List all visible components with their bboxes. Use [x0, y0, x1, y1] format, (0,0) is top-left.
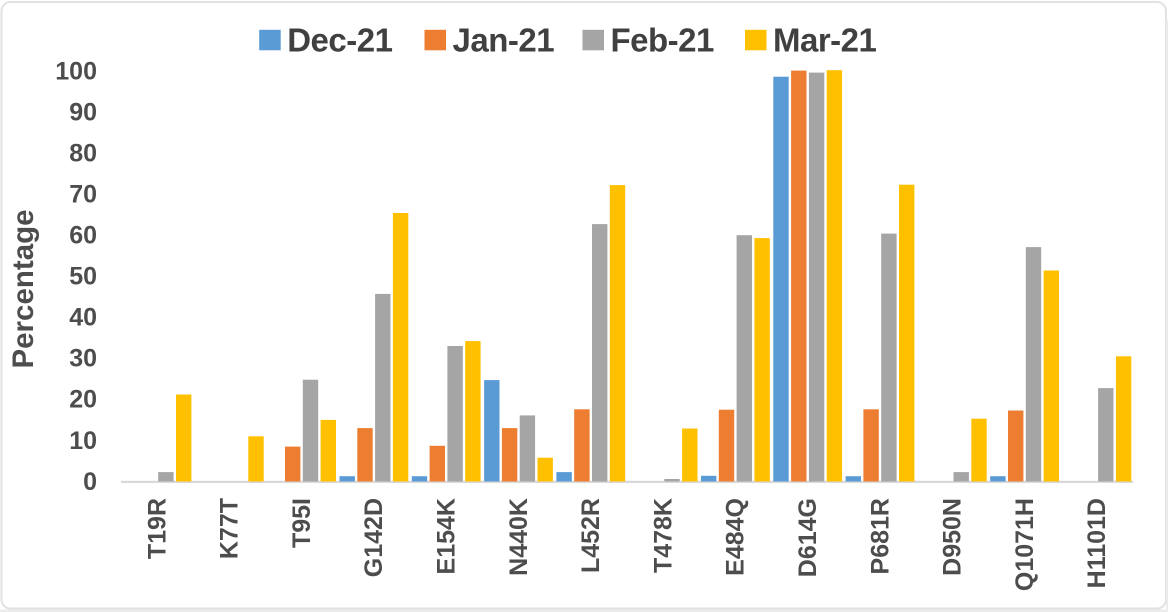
svg-text:G142D: G142D	[360, 498, 388, 577]
svg-text:20: 20	[69, 386, 97, 414]
svg-text:L452R: L452R	[577, 498, 605, 573]
svg-text:40: 40	[69, 304, 97, 332]
svg-text:P681R: P681R	[866, 498, 894, 574]
svg-text:Mar-21: Mar-21	[773, 22, 877, 59]
svg-text:10: 10	[69, 427, 97, 455]
svg-text:Q1071H: Q1071H	[1011, 498, 1039, 591]
svg-text:50: 50	[69, 263, 97, 291]
svg-text:Jan-21: Jan-21	[453, 22, 555, 59]
svg-text:30: 30	[69, 345, 97, 373]
svg-text:Feb-21: Feb-21	[611, 22, 715, 59]
svg-text:E154K: E154K	[433, 498, 461, 574]
svg-text:Percentage: Percentage	[7, 209, 40, 368]
svg-text:D950N: D950N	[939, 498, 967, 576]
svg-text:T19R: T19R	[143, 498, 171, 559]
svg-text:K77T: K77T	[216, 498, 244, 559]
svg-text:Dec-21: Dec-21	[287, 22, 392, 59]
svg-text:N440K: N440K	[505, 498, 533, 576]
svg-text:60: 60	[69, 222, 97, 250]
svg-text:70: 70	[69, 180, 97, 208]
svg-text:D614G: D614G	[794, 498, 822, 577]
svg-text:H1101D: H1101D	[1083, 498, 1111, 588]
svg-text:0: 0	[83, 468, 97, 496]
svg-text:90: 90	[69, 98, 97, 126]
svg-text:80: 80	[69, 139, 97, 167]
svg-text:T95I: T95I	[288, 498, 316, 548]
svg-text:T478K: T478K	[649, 498, 677, 573]
svg-text:100: 100	[55, 57, 97, 85]
svg-text:E484Q: E484Q	[722, 498, 750, 576]
